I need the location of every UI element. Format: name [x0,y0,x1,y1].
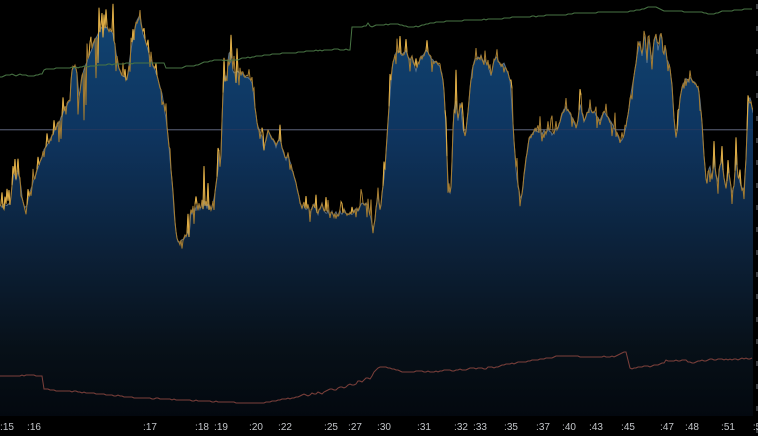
svg-text::32: :32 [454,422,468,433]
svg-text::33: :33 [473,422,487,433]
svg-text::5: :5 [753,422,758,433]
svg-text::37: :37 [536,422,550,433]
svg-text::45: :45 [621,422,635,433]
svg-text::27: :27 [348,422,362,433]
svg-text::20: :20 [249,422,263,433]
svg-text::40: :40 [562,422,576,433]
svg-text::43: :43 [589,422,603,433]
svg-text::16: :16 [27,422,41,433]
svg-text::30: :30 [377,422,391,433]
svg-text::31: :31 [417,422,431,433]
svg-text::15: :15 [0,422,14,433]
svg-text::35: :35 [504,422,518,433]
svg-text::18: :18 [195,422,209,433]
svg-text::47: :47 [660,422,674,433]
svg-text::22: :22 [278,422,292,433]
svg-text::51: :51 [721,422,735,433]
svg-text::25: :25 [324,422,338,433]
svg-text::17: :17 [143,422,157,433]
svg-text::19: :19 [214,422,228,433]
svg-text::48: :48 [685,422,699,433]
